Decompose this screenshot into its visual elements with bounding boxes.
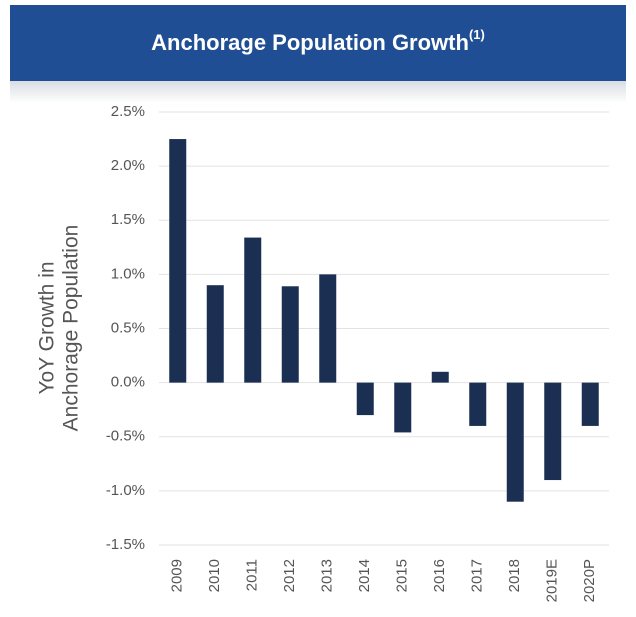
header-shadow xyxy=(10,81,626,103)
x-tick-label: 2014 xyxy=(356,559,373,592)
bar xyxy=(431,371,449,383)
x-tick-label: 2016 xyxy=(431,559,448,592)
y-tick-label: 0.0% xyxy=(111,374,145,391)
x-tick-label: 2013 xyxy=(319,559,336,592)
title-text: Anchorage Population Growth xyxy=(151,30,469,55)
y-tick-label: 0.5% xyxy=(111,319,145,336)
title-superscript: (1) xyxy=(469,27,485,42)
x-tick-label: 2017 xyxy=(469,559,486,592)
y-axis-label: Anchorage Population xyxy=(60,225,83,432)
y-tick-label: -0.5% xyxy=(106,428,145,445)
bar xyxy=(469,382,487,426)
x-tick-label: 2020P xyxy=(581,559,598,602)
y-tick-label: -1.0% xyxy=(106,482,145,499)
x-tick-label: 2011 xyxy=(244,559,261,591)
bar xyxy=(169,139,187,383)
bar xyxy=(394,382,412,433)
bar xyxy=(319,274,337,383)
y-tick-label: 1.0% xyxy=(111,265,145,282)
x-tick-label: 2019E xyxy=(544,559,561,602)
bar xyxy=(356,382,374,416)
bar xyxy=(281,286,299,383)
chart-title: Anchorage Population Growth(1) xyxy=(151,27,485,54)
y-tick-label: 1.5% xyxy=(111,211,145,228)
y-tick-label: 2.0% xyxy=(111,157,145,174)
bar xyxy=(206,285,224,383)
bar xyxy=(244,237,262,383)
bar xyxy=(581,382,599,426)
y-tick-label: 2.5% xyxy=(111,103,145,120)
x-tick-label: 2010 xyxy=(206,559,223,592)
x-tick-label: 2015 xyxy=(394,559,411,592)
y-tick-label: -1.5% xyxy=(106,536,145,553)
x-tick-label: 2012 xyxy=(281,559,298,592)
x-tick-label: 2018 xyxy=(506,559,523,592)
y-axis-label: YoY Growth in xyxy=(36,261,59,394)
x-tick-label: 2009 xyxy=(169,559,186,592)
bar xyxy=(544,382,562,481)
header-band xyxy=(10,5,626,81)
bar xyxy=(506,382,524,502)
